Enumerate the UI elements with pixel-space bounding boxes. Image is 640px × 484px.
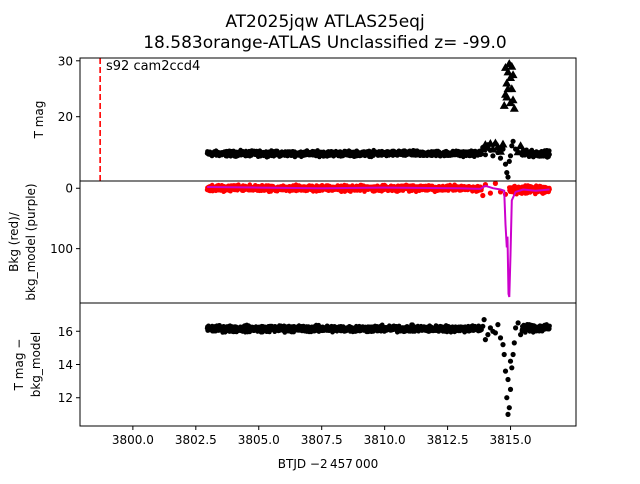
flare-point	[513, 325, 519, 331]
flare-point	[505, 376, 511, 383]
figure-title-line1: AT2025jqw ATLAS25eqj	[225, 12, 424, 32]
upper-limit-marker	[501, 63, 511, 71]
x-tick-label: 3802.5	[175, 433, 217, 447]
flare-point	[509, 143, 515, 149]
upper-limit-marker	[507, 61, 517, 70]
flare-point	[500, 342, 506, 348]
flare-point	[485, 332, 491, 338]
data-point	[547, 323, 552, 329]
upper-limit-marker	[503, 67, 513, 76]
bkg-ylabel-line2: bkg_model (purple)	[24, 183, 38, 300]
x-tick-label: 3805.0	[238, 433, 280, 447]
flare-point	[504, 170, 510, 176]
y-tick-label: 100	[50, 242, 73, 256]
x-tick-label: 3807.5	[301, 433, 343, 447]
x-tick-label: 3812.5	[427, 433, 469, 447]
bkg-ylabel-line1: Bkg (red)/	[7, 211, 21, 272]
flare-point	[506, 158, 512, 164]
upper-limit-marker	[503, 84, 513, 93]
upper-limit-marker	[509, 103, 519, 112]
bkg-point	[480, 192, 486, 199]
bkg-panel-frame	[79, 180, 577, 304]
data-point	[479, 151, 484, 157]
y-tick-label: 0	[65, 182, 73, 196]
flare-point	[509, 365, 515, 371]
flare-point	[511, 340, 517, 346]
flare-point	[510, 351, 516, 358]
flare-point	[502, 161, 509, 167]
tmag-bkg-ylabel-line1: T mag −	[12, 339, 26, 392]
bkg-point	[492, 180, 498, 186]
flare-point	[492, 330, 498, 336]
upper-limit-marker	[502, 92, 512, 101]
flare-point	[480, 323, 486, 329]
y-tick-label: 14	[58, 358, 73, 372]
flare-point	[502, 368, 509, 374]
x-tick-label: 3800.0	[112, 433, 154, 447]
tmag-bkg-ticks: 12 14 16	[58, 325, 512, 430]
tmag-marks	[99, 58, 552, 181]
y-tick-label: 30	[58, 54, 73, 68]
flare-point	[510, 138, 516, 144]
flare-point	[507, 358, 514, 364]
figure-title-line2: 18.583orange-ATLAS Unclassified z= -99.0	[143, 33, 507, 53]
flare-point	[506, 405, 512, 411]
flare-point	[505, 174, 511, 180]
upper-limit-marker	[502, 78, 512, 87]
flare-point	[497, 155, 504, 161]
data-point	[547, 152, 552, 157]
flare-point	[518, 332, 524, 338]
upper-limit-marker	[506, 98, 516, 107]
tmag-bkg-panel-frame	[79, 302, 577, 427]
ccd-annotation: s92 cam2ccd4	[106, 59, 200, 74]
flare-point	[507, 386, 514, 392]
flare-point	[495, 322, 501, 328]
flare-point	[507, 153, 514, 159]
flare-point	[481, 317, 487, 323]
upper-limit-marker	[508, 70, 518, 79]
y-tick-label: 20	[58, 110, 73, 124]
x-axis-label: BTJD −2 457 000	[278, 457, 378, 471]
bkg-marks	[204, 180, 552, 298]
tmag-panel-frame	[79, 57, 577, 182]
flare-point	[490, 153, 496, 159]
flare-point	[504, 395, 510, 401]
upper-limit-marker	[521, 148, 531, 157]
upper-limit-marker	[488, 144, 498, 153]
upper-limit-marker	[495, 146, 505, 155]
flare-point	[515, 320, 521, 326]
bkg-point	[487, 190, 493, 196]
bkg-model-line	[207, 184, 550, 298]
flare-point	[505, 411, 511, 417]
upper-limit-marker	[499, 101, 509, 109]
tmag-bkg-marks	[204, 317, 552, 417]
data-point	[547, 148, 552, 153]
x-tick-label: 3810.0	[364, 433, 406, 447]
tmag-bkg-ylabel-line2: bkg_model	[29, 332, 43, 398]
bkg-ticks: 0 100	[50, 182, 80, 256]
flare-point	[482, 152, 488, 158]
flare-point	[501, 351, 507, 358]
flare-point	[482, 337, 488, 343]
x-axis-ticks: 3800.0 3802.5 3805.0 3807.5 3810.0 3812.5 3815…	[112, 433, 532, 447]
x-tick-label: 3815.0	[490, 433, 532, 447]
y-tick-label: 16	[58, 325, 73, 339]
upper-limit-marker	[498, 139, 508, 148]
flare-point	[497, 335, 504, 341]
tmag-ylabel: T mag	[32, 101, 46, 140]
bkg-panel: 0 100 Bkg (red)/ bkg_model (purple)	[7, 180, 577, 304]
y-tick-label: 12	[58, 391, 73, 405]
